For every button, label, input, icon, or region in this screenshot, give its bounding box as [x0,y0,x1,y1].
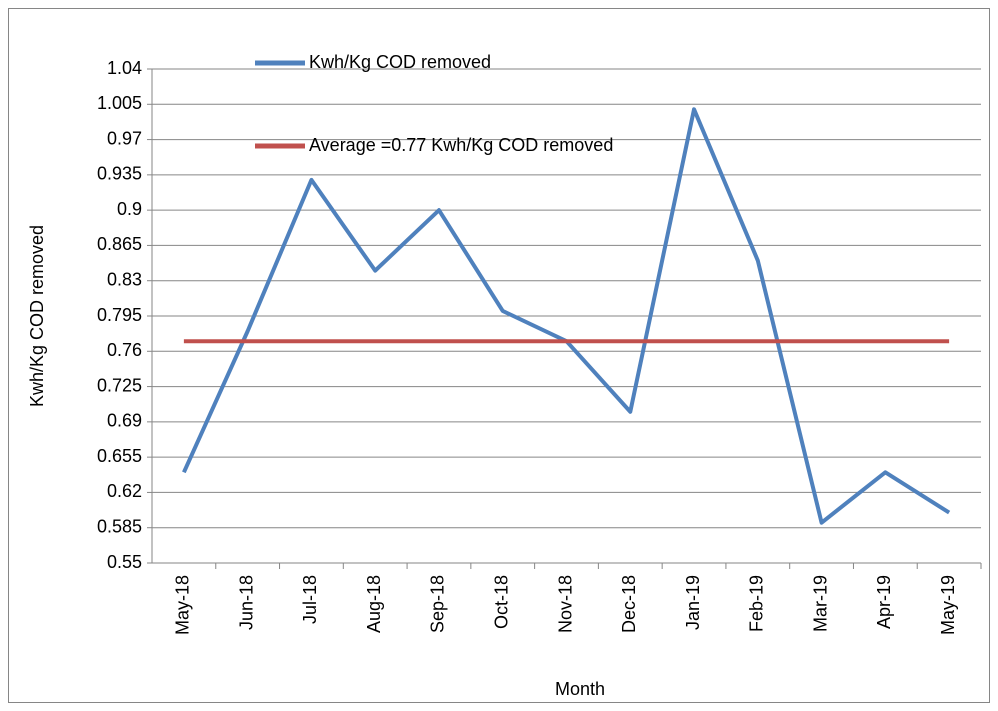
x-tick-label: Feb-19 [747,575,767,632]
y-tick-label: 0.97 [107,128,142,148]
legend-label: Kwh/Kg COD removed [309,52,491,72]
x-tick-label: Nov-18 [555,575,575,633]
x-axis-title: Month [555,679,605,699]
x-tick-label: Sep-18 [428,575,448,633]
x-tick-label: Apr-19 [874,575,894,629]
y-axis-title: Kwh/Kg COD removed [27,225,47,407]
x-tick-label: May-18 [173,575,193,635]
y-tick-label: 0.655 [97,446,142,466]
y-tick-label: 0.55 [107,552,142,572]
y-tick-label: 1.005 [97,93,142,113]
y-tick-label: 1.04 [107,58,142,78]
y-tick-label: 0.9 [117,199,142,219]
y-tick-label: 0.865 [97,234,142,254]
y-tick-label: 0.83 [107,269,142,289]
y-tick-label: 0.62 [107,481,142,501]
chart-frame [8,8,990,703]
legend-label: Average =0.77 Kwh/Kg COD removed [309,135,613,155]
x-tick-label: Jan-19 [683,575,703,630]
x-tick-label: Jul-18 [300,575,320,624]
x-tick-label: May-19 [938,575,958,635]
x-tick-label: Dec-18 [619,575,639,633]
y-tick-label: 0.795 [97,305,142,325]
x-tick-label: Mar-19 [810,575,830,632]
y-tick-label: 0.725 [97,375,142,395]
x-tick-label: Oct-18 [491,575,511,629]
y-tick-label: 0.76 [107,340,142,360]
x-tick-label: Jun-18 [236,575,256,630]
y-tick-label: 0.69 [107,411,142,431]
y-tick-label: 0.585 [97,516,142,536]
y-tick-label: 0.935 [97,164,142,184]
x-tick-label: Aug-18 [364,575,384,633]
